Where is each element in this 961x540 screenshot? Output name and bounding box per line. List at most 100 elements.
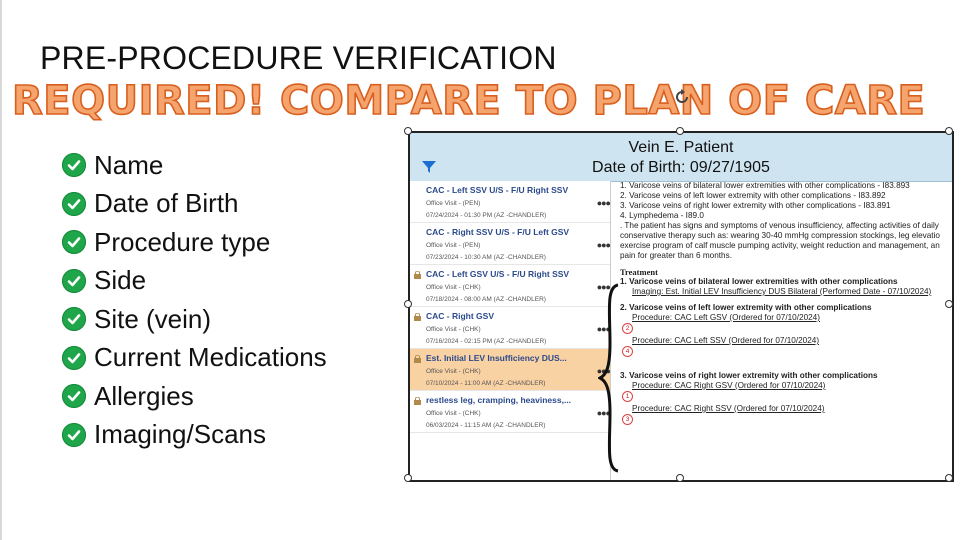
visit-title: Est. Initial LEV Insufficiency DUS... [426,353,567,363]
diagnosis-line: exercise program of calf muscle pumping … [620,241,940,250]
slide-edge [0,0,2,540]
checklist-item: Name [62,146,327,185]
check-icon [62,422,86,447]
procedure-link[interactable]: Procedure: CAC Right SSV (Ordered for 07… [632,404,825,413]
checklist-item: Current Medications [62,339,327,378]
visit-datetime: 07/24/2024 - 01:30 PM (AZ -CHANDLER) [426,212,547,219]
visit-type: Office Visit - (CHK) [426,410,481,417]
diagnosis-list: 1. Varicose veins of bilateral lower ext… [620,181,950,261]
checklist-label: Side [94,265,147,296]
resize-handle[interactable] [404,127,412,135]
rotate-icon[interactable] [673,88,691,106]
diagnosis-line: pain for greater than 6 months. [620,251,732,260]
lock-icon [414,355,421,363]
patient-name: Vein E. Patient [628,139,734,156]
checklist-item: Allergies [62,377,327,416]
check-icon [62,345,86,370]
more-options-icon[interactable]: ●●● [596,282,611,292]
procedure-link[interactable]: Procedure: CAC Left SSV (Ordered for 07/… [632,336,820,345]
slide-title: PRE-PROCEDURE VERIFICATION [40,40,557,76]
checklist-label: Name [94,149,164,180]
order-number-marker: 4 [622,346,633,357]
visit-title: CAC - Left GSV U/S - F/U Right SSV [426,269,570,279]
checklist-label: Imaging/Scans [94,419,266,450]
visit-item[interactable]: CAC - Right SSV U/S - F/U Left GSV Office… [410,223,611,265]
diagnosis-line: conservative therapy such as: wearing 30… [620,231,940,240]
resize-handle[interactable] [945,474,953,482]
visit-type: Office Visit - (CHK) [426,368,481,375]
imaging-link[interactable]: Imaging: Est. Initial LEV Insufficiency … [632,287,932,296]
clinical-notes: 1. Varicose veins of bilateral lower ext… [620,181,950,480]
checklist-item: Side [62,262,327,301]
procedure-link[interactable]: Procedure: CAC Right GSV (Ordered for 07… [632,381,826,390]
diagnosis-line: 4. Lymphedema - I89.0 [620,211,704,220]
visit-type: Office Visit - (CHK) [426,284,481,291]
visit-item[interactable]: Est. Initial LEV Insufficiency DUS... Off… [410,349,611,391]
visit-type: Office Visit - (PEN) [426,242,481,249]
diagnosis-line: 2. Varicose veins of left lower extremit… [620,191,886,200]
more-options-icon[interactable]: ●●● [596,324,611,334]
resize-handle[interactable] [404,474,412,482]
curly-brace-annotation [598,283,619,473]
visit-item[interactable]: CAC - Left GSV U/S - F/U Right SSV Office… [410,265,611,307]
order-number-marker: 1 [622,391,633,402]
filter-icon[interactable] [422,161,436,173]
visit-item[interactable]: CAC - Left SSV U/S - F/U Right SSV Office… [410,181,611,223]
visit-datetime: 07/16/2024 - 02:15 PM (AZ -CHANDLER) [426,338,547,345]
checklist-item: Procedure type [62,223,327,262]
treatment-label: Treatment [620,267,658,277]
visit-title: CAC - Right GSV [426,311,494,321]
verification-checklist: Name Date of Birth Procedure type Side Site … [62,146,327,454]
visit-title: CAC - Right SSV U/S - F/U Left GSV [426,227,570,237]
check-icon [62,191,86,216]
visit-title: restless leg, cramping, heaviness,... [426,395,572,405]
order-number-marker: 2 [622,323,633,334]
resize-handle[interactable] [676,127,684,135]
more-options-icon[interactable]: ●●● [596,198,611,208]
checklist-label: Allergies [94,380,194,411]
patient-header: Vein E. Patient Date of Birth: 09/27/190… [410,133,952,182]
resize-handle[interactable] [404,300,412,308]
resize-handle[interactable] [945,127,953,135]
patient-dob: Date of Birth: 09/27/1905 [592,159,770,176]
resize-handle[interactable] [945,300,953,308]
visit-datetime: 07/10/2024 - 11:00 AM (AZ -CHANDLER) [426,380,546,387]
more-options-icon[interactable]: ●●● [596,240,611,250]
visit-datetime: 06/03/2024 - 11:15 AM (AZ -CHANDLER) [426,422,546,429]
lock-icon [414,271,421,279]
checklist-item: Date of Birth [62,185,327,224]
checklist-item: Site (vein) [62,300,327,339]
slide-subtitle: REQUIRED! COMPARE TO PLAN OF CARE [11,77,926,125]
lock-icon [414,313,421,321]
check-icon [62,153,86,178]
order-number-marker: 3 [622,414,633,425]
treatment-heading: 1. Varicose veins of bilateral lower ext… [620,277,898,286]
check-icon [62,230,86,255]
treatment-heading: 2. Varicose veins of left lower extremit… [620,303,872,312]
visit-type: Office Visit - (PEN) [426,200,481,207]
check-icon [62,384,86,409]
check-icon [62,268,86,293]
visit-datetime: 07/23/2024 - 10:30 AM (AZ -CHANDLER) [426,254,546,261]
visit-list: CAC - Left SSV U/S - F/U Right SSV Office… [410,181,611,480]
visit-datetime: 07/18/2024 - 08:00 AM (AZ -CHANDLER) [426,296,546,303]
lock-icon [414,397,421,405]
check-icon [62,307,86,332]
more-options-icon[interactable]: ●●● [596,366,611,376]
procedure-link[interactable]: Procedure: CAC Left GSV (Ordered for 07/… [632,313,820,322]
diagnosis-line: . The patient has signs and symptoms of … [620,221,939,230]
resize-handle[interactable] [676,474,684,482]
more-options-icon[interactable]: ●●● [596,408,611,418]
checklist-label: Current Medications [94,342,327,373]
visit-item[interactable]: restless leg, cramping, heaviness,... Off… [410,391,611,433]
visit-title: CAC - Left SSV U/S - F/U Right SSV [426,185,569,195]
checklist-label: Procedure type [94,226,271,257]
ehr-screenshot: Vein E. Patient Date of Birth: 09/27/190… [408,131,954,482]
diagnosis-line: 1. Varicose veins of bilateral lower ext… [620,181,910,190]
checklist-item: Imaging/Scans [62,416,327,455]
diagnosis-line: 3. Varicose veins of right lower extremi… [620,201,891,210]
checklist-label: Date of Birth [94,188,239,219]
visit-type: Office Visit - (CHK) [426,326,481,333]
visit-item[interactable]: CAC - Right GSV Office Visit - (CHK) 07/16… [410,307,611,349]
